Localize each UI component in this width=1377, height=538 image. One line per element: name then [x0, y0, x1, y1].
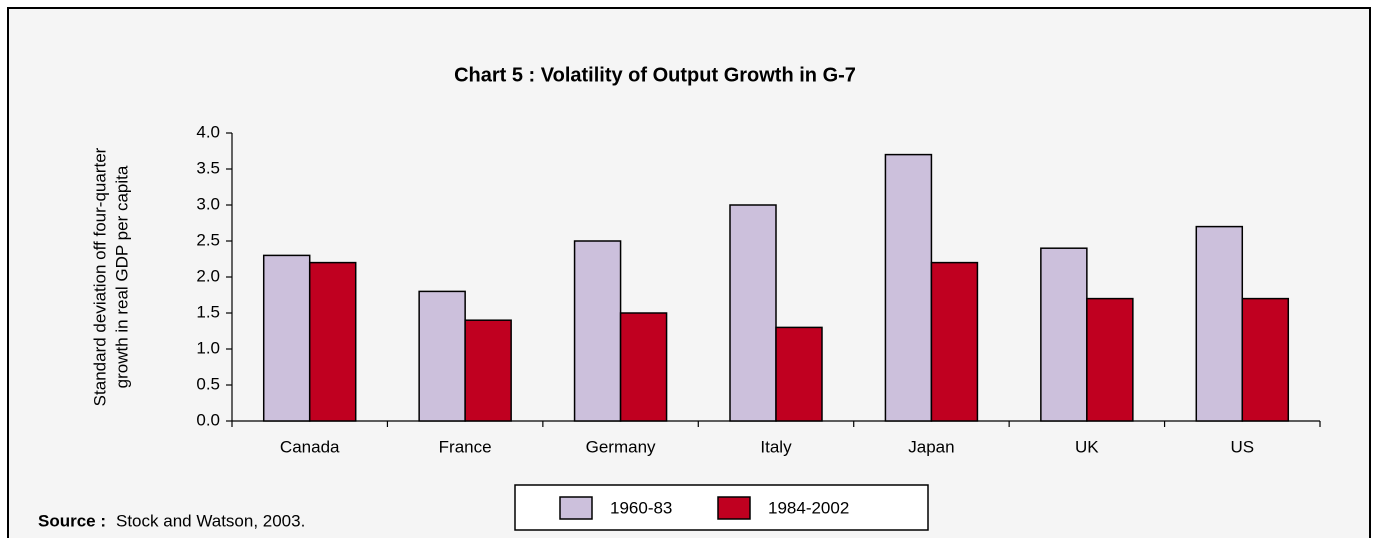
y-tick-label: 3.0 — [196, 194, 220, 213]
bar — [573, 240, 622, 422]
y-tick-label: 1.5 — [196, 302, 220, 321]
y-tick-label: 3.5 — [196, 158, 220, 177]
y-tick-label: 1.0 — [196, 338, 220, 357]
legend-label: 1960-83 — [610, 498, 672, 517]
y-axis-title: Standard deviation off four-quarter — [90, 147, 109, 406]
y-tick-label: 4.0 — [196, 122, 220, 141]
bar — [308, 261, 357, 422]
bar — [464, 319, 512, 422]
x-tick-label: Canada — [280, 437, 340, 456]
y-tick-label: 0.5 — [196, 374, 220, 393]
legend-label: 1984-2002 — [768, 498, 849, 517]
y-tick-label: 2.5 — [196, 230, 220, 249]
bar — [262, 254, 311, 422]
source: Stock and Watson, 2003. — [116, 511, 305, 530]
x-tick-label: France — [439, 437, 492, 456]
bar — [775, 326, 823, 422]
x-tick-label: US — [1230, 437, 1254, 456]
legend-swatch — [717, 496, 751, 520]
bar — [1195, 225, 1244, 422]
x-tick-label: UK — [1075, 437, 1099, 456]
x-tick-label: Italy — [760, 437, 792, 456]
bar — [1040, 247, 1088, 422]
bar — [1086, 297, 1134, 422]
bar — [729, 204, 777, 422]
y-tick-label: 2.0 — [196, 266, 220, 285]
source-label: Source : — [38, 511, 106, 530]
bar — [418, 290, 466, 422]
y-tick-label: 0.0 — [196, 410, 220, 429]
chart-title: Chart 5 : Volatility of Output Growth in… — [454, 64, 856, 86]
bar — [1241, 297, 1290, 422]
bar — [884, 153, 933, 422]
x-tick-label: Germany — [586, 437, 656, 456]
x-tick-label: Japan — [908, 437, 954, 456]
y-axis-title: growth in real GDP per capita — [112, 165, 131, 388]
bar — [619, 312, 668, 422]
legend-swatch — [559, 496, 593, 520]
bar — [930, 261, 979, 422]
